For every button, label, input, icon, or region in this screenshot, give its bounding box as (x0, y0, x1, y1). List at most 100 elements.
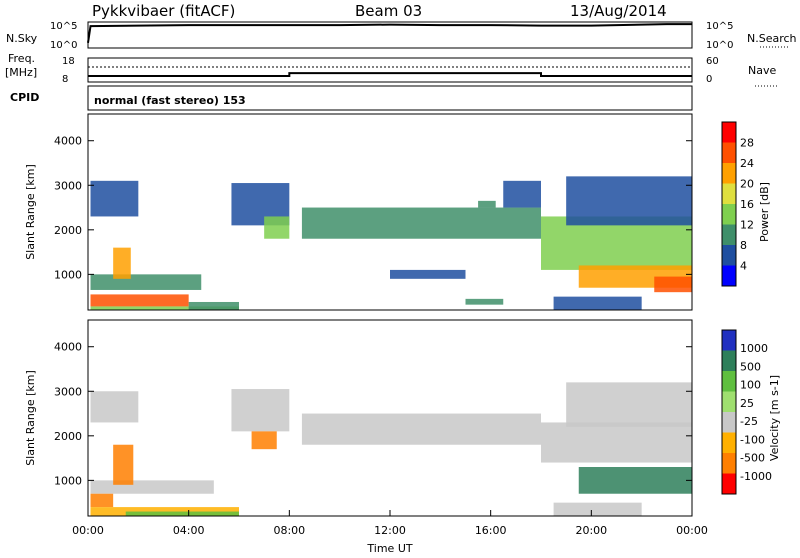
power-region-16 (566, 176, 692, 226)
velocity-colorbar-tick-5: -100 (740, 433, 765, 446)
velocity-colorbar-frame (721, 329, 737, 495)
velocity-panel: Slant Range [km] 4000 3000 2000 1000 1000 50… (24, 319, 781, 517)
velocity-colorbar-tick-7: -1000 (740, 470, 772, 483)
x-axis-ticks: 00:00 04:00 08:00 12:00 16:00 20:00 00:00 (72, 510, 708, 537)
nsky-tick-top: 10^5 (50, 21, 77, 32)
freq-panel: Freq. [MHz] 18 8 60 0 Nave (5, 52, 778, 87)
freq-frame (87, 57, 693, 83)
velocity-y-ticks: 4000 3000 2000 1000 (54, 341, 692, 487)
freq-series-line (88, 72, 692, 77)
power-colorbar-tick-4: 12 (740, 219, 754, 232)
velocity-colorbar-swatch-5 (722, 432, 736, 453)
velocity-ytick-label-0: 4000 (54, 341, 82, 354)
power-colorbar-swatch-0 (722, 122, 736, 143)
cpid-value: normal (fast stereo) 153 (94, 94, 246, 107)
velocity-region-2 (113, 444, 134, 485)
x-tick-label-1: 04:00 (173, 524, 205, 537)
power-region-2 (113, 247, 131, 279)
velocity-colorbar-tick-6: -500 (740, 452, 765, 465)
power-region-12 (503, 180, 541, 208)
power-colorbar-tick-1: 24 (740, 157, 754, 170)
velocity-colorbar-swatch-7 (722, 473, 736, 494)
power-region-5 (188, 301, 239, 310)
beam-title: Beam 03 (355, 2, 422, 20)
x-tick-label-0: 00:00 (72, 524, 104, 537)
freq-label: Freq. (8, 52, 35, 65)
velocity-region-6 (231, 389, 290, 432)
power-region-8 (301, 207, 541, 239)
power-region-3 (90, 294, 189, 307)
power-colorbar-tick-6: 4 (740, 260, 747, 273)
cpid-label: CPID (10, 91, 39, 104)
power-colorbar-tick-2: 20 (740, 178, 754, 191)
velocity-ytick-label-2: 2000 (54, 430, 82, 443)
velocity-colorbar-swatch-6 (722, 453, 736, 474)
power-region-9 (478, 200, 496, 208)
nave-label: Nave (748, 64, 776, 77)
velocity-colorbar-swatch-1 (722, 350, 736, 371)
velocity-colorbar-label: Velocity [m s-1] (768, 375, 781, 461)
velocity-region-3 (90, 493, 114, 508)
nsky-label: N.Sky (6, 32, 38, 45)
power-region-15 (654, 276, 692, 293)
power-heatmap (90, 176, 692, 310)
freq-tick-bottom: 8 (62, 74, 68, 85)
freq-unit-label: [MHz] (5, 66, 37, 79)
velocity-colorbar-swatch-4 (722, 412, 736, 433)
power-colorbar-frame (721, 121, 737, 287)
power-colorbar-swatch-2 (722, 163, 736, 184)
velocity-region-7 (251, 431, 277, 450)
power-colorbar: 28 24 20 16 12 8 4 (721, 121, 754, 287)
velocity-region-10 (578, 467, 692, 494)
power-colorbar-tick-5: 8 (740, 239, 747, 252)
power-colorbar-swatch-3 (722, 183, 736, 204)
velocity-region-8 (301, 413, 541, 445)
nsearch-tick-top: 10^5 (706, 21, 733, 32)
power-colorbar-label: Power [dB] (758, 182, 771, 242)
velocity-colorbar-swatch-3 (722, 391, 736, 412)
velocity-colorbar-tick-1: 500 (740, 360, 761, 373)
velocity-colorbar-swatch-0 (722, 330, 736, 351)
date-title: 13/Aug/2014 (570, 2, 667, 20)
velocity-colorbar-tick-0: 1000 (740, 342, 768, 355)
x-tick-label-4: 16:00 (475, 524, 507, 537)
power-ytick-label-0: 4000 (54, 135, 82, 148)
nave-tick-bottom: 0 (706, 74, 712, 85)
x-tick-label-2: 08:00 (273, 524, 305, 537)
velocity-ytick-label-3: 1000 (54, 474, 82, 487)
power-colorbar-tick-3: 16 (740, 198, 754, 211)
velocity-region-0 (90, 391, 139, 423)
power-region-10 (390, 269, 466, 279)
velocity-region-5 (125, 511, 239, 516)
velocity-colorbar-tick-2: 100 (740, 379, 761, 392)
power-colorbar-swatch-6 (722, 245, 736, 266)
power-panel: Slant Range [km] 4000 3000 2000 1000 28 24 20… (24, 113, 771, 311)
nsky-tick-bottom: 10^0 (50, 40, 77, 51)
power-ytick-label-2: 2000 (54, 224, 82, 237)
power-ytick-label-3: 1000 (54, 268, 82, 281)
power-region-7 (264, 216, 290, 239)
power-region-0 (90, 180, 139, 217)
velocity-colorbar-swatch-2 (722, 371, 736, 392)
power-region-1 (90, 274, 202, 290)
velocity-colorbar-tick-4: -25 (740, 415, 758, 428)
x-tick-label-5: 20:00 (575, 524, 607, 537)
x-tick-label-3: 12:00 (374, 524, 406, 537)
nsky-frame (87, 21, 693, 49)
nsearch-label: N.Search (747, 32, 797, 45)
freq-label-text: Freq. (8, 52, 35, 65)
power-colorbar-tick-0: 28 (740, 137, 754, 150)
velocity-colorbar: 1000 500 100 25 -25 -100 -500 -1000 (721, 329, 772, 495)
velocity-colorbar-tick-3: 25 (740, 397, 754, 410)
power-frame (87, 113, 693, 311)
velocity-region-12 (553, 502, 642, 516)
power-ytick-label-1: 3000 (54, 179, 82, 192)
nsky-panel: N.Sky 10^5 10^0 10^5 10^0 N.Search (6, 21, 797, 51)
station-title: Pykkvibaer (fitACF) (92, 2, 235, 20)
power-colorbar-swatch-5 (722, 224, 736, 245)
nsky-series-line (87, 23, 692, 43)
velocity-region-1 (90, 480, 214, 494)
velocity-ytick-label-1: 3000 (54, 385, 82, 398)
power-colorbar-swatch-4 (722, 204, 736, 225)
